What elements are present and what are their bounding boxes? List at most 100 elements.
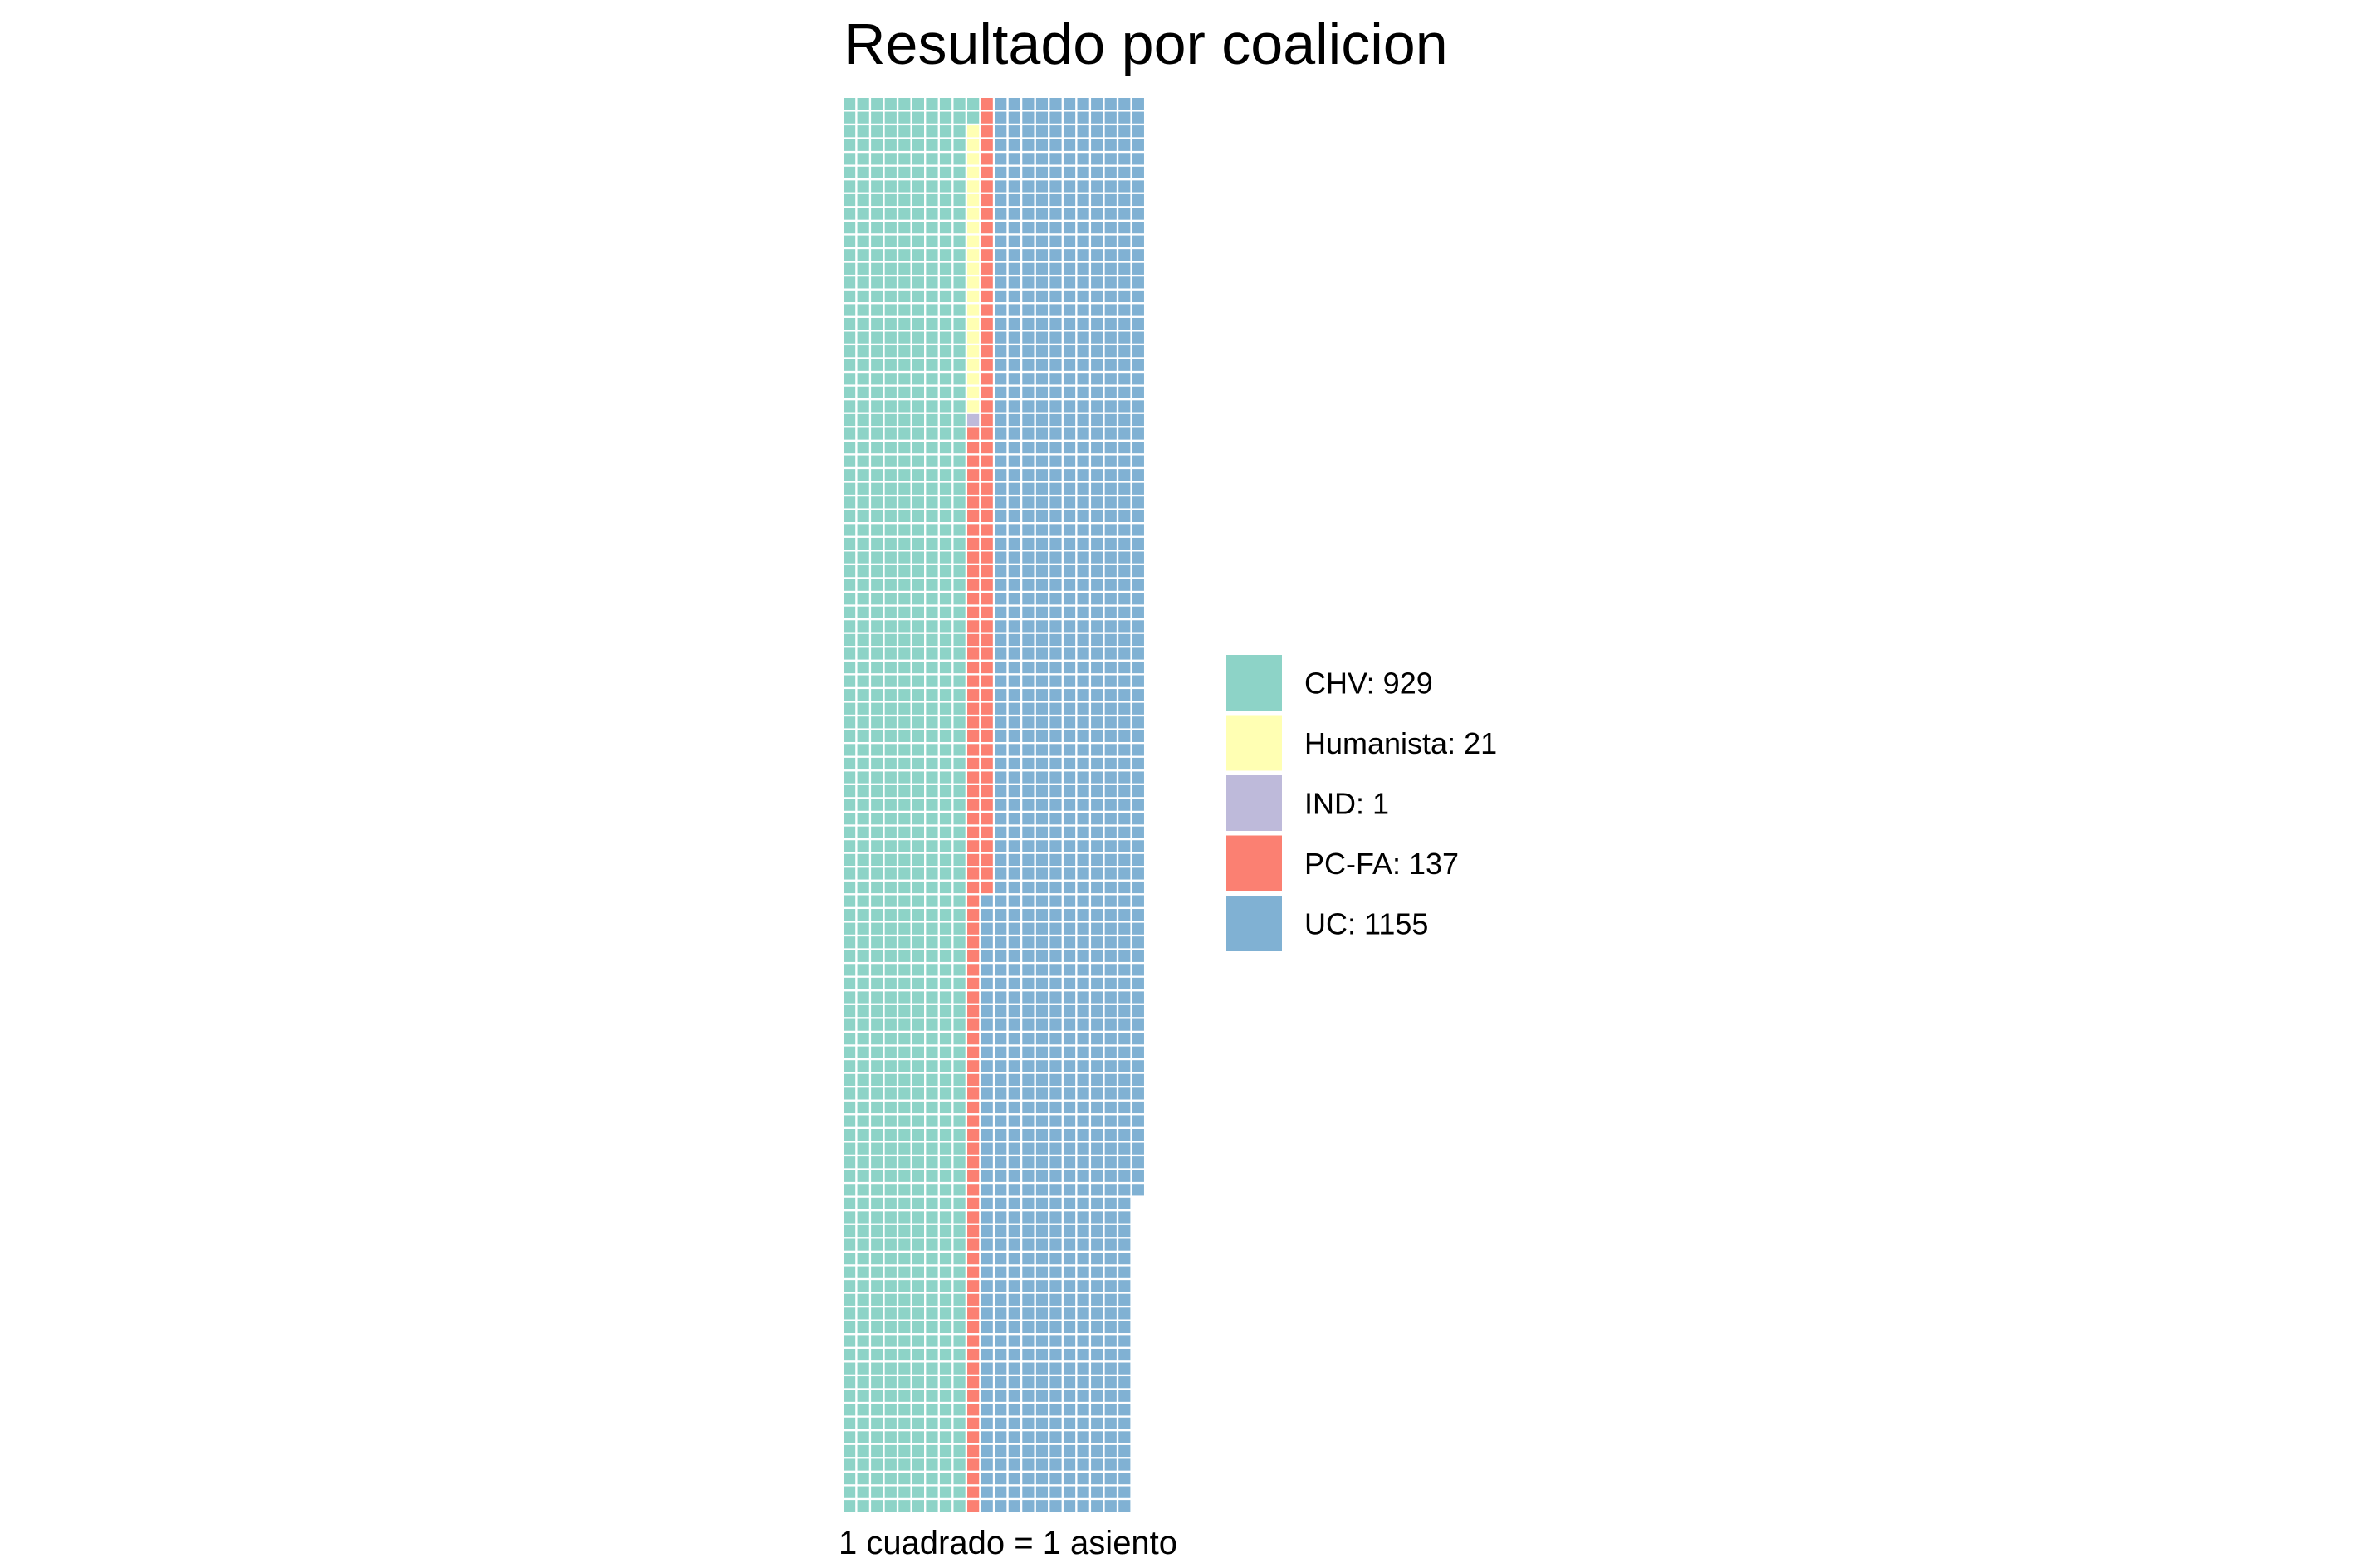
waffle-cell-uc <box>1077 771 1089 784</box>
waffle-cell-chv <box>953 1362 966 1375</box>
waffle-cell-uc <box>981 1293 993 1306</box>
waffle-cell-uc <box>1077 496 1089 509</box>
waffle-cell-chv <box>912 661 924 674</box>
waffle-cell-uc <box>1008 482 1020 495</box>
waffle-cell-chv <box>898 1307 911 1320</box>
waffle-cell-uc <box>1022 1253 1035 1265</box>
waffle-cell-uc <box>1049 262 1062 275</box>
waffle-cell-chv <box>857 840 869 852</box>
waffle-cell-uc <box>1049 1444 1062 1458</box>
waffle-cell-uc <box>1104 1321 1117 1334</box>
waffle-cell-uc <box>981 1321 993 1334</box>
waffle-cell-chv <box>926 551 938 564</box>
waffle-cell-uc <box>1035 620 1049 633</box>
waffle-cell-uc <box>1091 427 1103 440</box>
legend-key-pc-fa <box>1226 835 1282 891</box>
waffle-cell-chv <box>884 442 897 454</box>
waffle-cell-chv <box>844 1129 856 1141</box>
waffle-cell-chv <box>844 1211 856 1224</box>
waffle-cell-uc <box>1063 1253 1076 1265</box>
waffle-cell-uc <box>1077 1458 1089 1471</box>
waffle-cell-uc <box>1035 840 1049 852</box>
waffle-cell-chv <box>926 867 938 880</box>
waffle-cell-uc <box>1104 1238 1117 1251</box>
waffle-cell-pc-fa <box>967 936 980 949</box>
waffle-cell-uc <box>1118 1348 1131 1361</box>
waffle-cell-chv <box>844 826 856 838</box>
waffle-cell-uc <box>1091 1473 1103 1485</box>
waffle-cell-uc <box>1091 964 1103 976</box>
waffle-cell-uc <box>1035 1018 1049 1031</box>
waffle-cell-uc <box>1091 1142 1103 1155</box>
waffle-cell-uc <box>1132 964 1144 976</box>
waffle-cell-uc <box>1063 180 1076 193</box>
waffle-cell-chv <box>926 1473 938 1485</box>
waffle-cell-chv <box>884 1335 897 1347</box>
waffle-cell-uc <box>1118 373 1131 385</box>
waffle-cell-uc <box>1132 153 1144 165</box>
waffle-cell-chv <box>953 290 966 303</box>
waffle-cell-chv <box>857 620 869 633</box>
waffle-cell-uc <box>1118 1156 1131 1169</box>
waffle-cell-chv <box>857 1376 869 1389</box>
waffle-cell-chv <box>857 345 869 358</box>
waffle-cell-uc <box>1022 1156 1035 1169</box>
waffle-cell-chv <box>953 317 966 330</box>
waffle-cell-uc <box>1118 208 1131 220</box>
waffle-cell-uc <box>1022 1473 1035 1485</box>
waffle-cell-chv <box>939 180 952 193</box>
waffle-cell-uc <box>1008 716 1020 729</box>
waffle-cell-uc <box>1035 826 1049 838</box>
waffle-cell-chv <box>939 1390 952 1402</box>
waffle-cell-uc <box>1132 180 1144 193</box>
waffle-cell-uc <box>1077 1060 1089 1072</box>
waffle-cell-chv <box>884 125 897 138</box>
waffle-cell-humanista <box>967 373 980 385</box>
waffle-cell-chv <box>939 153 952 165</box>
waffle-cell-uc <box>1035 1142 1049 1155</box>
waffle-cell-uc <box>1077 757 1089 770</box>
waffle-cell-pc-fa <box>967 1266 980 1278</box>
waffle-cell-uc <box>1022 1170 1035 1182</box>
waffle-cell-chv <box>857 1253 869 1265</box>
waffle-cell-chv <box>884 331 897 344</box>
waffle-cell-chv <box>857 1307 869 1320</box>
waffle-cell-uc <box>1063 1417 1076 1429</box>
waffle-cell-uc <box>1132 785 1144 798</box>
waffle-cell-chv <box>939 661 952 674</box>
waffle-cell-uc <box>981 1073 993 1086</box>
waffle-cell-uc <box>1063 867 1076 880</box>
waffle-cell-chv <box>953 964 966 976</box>
waffle-cell-chv <box>912 1280 924 1292</box>
waffle-cell-uc <box>995 977 1007 990</box>
waffle-cell-pc-fa <box>981 853 993 866</box>
waffle-cell-chv <box>912 331 924 344</box>
waffle-cell-chv <box>844 455 856 467</box>
waffle-cell-uc <box>1091 153 1103 165</box>
waffle-cell-uc <box>1049 1280 1062 1292</box>
waffle-cell-chv <box>844 867 856 880</box>
waffle-cell-chv <box>939 936 952 949</box>
waffle-cell-uc <box>1118 853 1131 866</box>
waffle-cell-uc <box>1091 1018 1103 1031</box>
waffle-cell-uc <box>1022 909 1035 921</box>
waffle-cell-uc <box>1091 1458 1103 1471</box>
waffle-cell-uc <box>1049 331 1062 344</box>
waffle-cell-chv <box>912 1431 924 1443</box>
waffle-cell-chv <box>939 1073 952 1086</box>
waffle-cell-chv <box>844 922 856 935</box>
waffle-cell-chv <box>953 98 966 110</box>
waffle-cell-chv <box>926 262 938 275</box>
waffle-cell-chv <box>871 730 883 742</box>
waffle-cell-chv <box>857 1060 869 1072</box>
waffle-cell-chv <box>912 922 924 935</box>
waffle-cell-uc <box>1077 1197 1089 1209</box>
waffle-cell-chv <box>953 1404 966 1416</box>
waffle-cell-chv <box>953 1348 966 1361</box>
waffle-cell-chv <box>953 977 966 990</box>
waffle-cell-chv <box>912 1500 924 1512</box>
waffle-cell-chv <box>926 689 938 701</box>
waffle-cell-pc-fa <box>981 675 993 687</box>
waffle-cell-chv <box>898 208 911 220</box>
waffle-cell-uc <box>1132 647 1144 660</box>
